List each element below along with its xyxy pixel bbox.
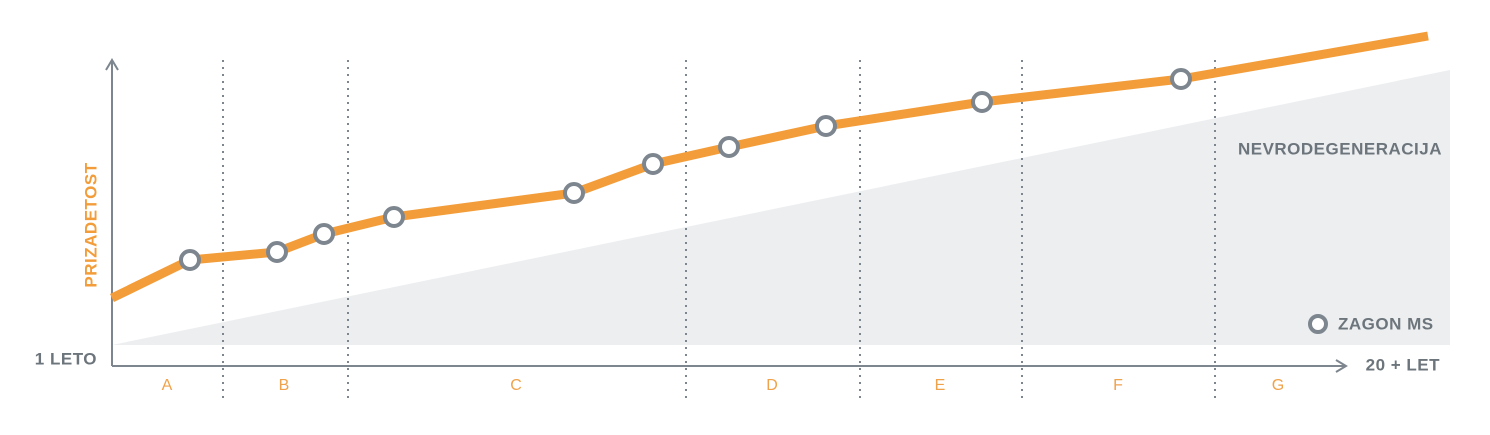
neurodegeneration-area xyxy=(112,70,1450,345)
segment-label: A xyxy=(162,377,173,394)
x-start-label: 1 LETO xyxy=(35,349,97,368)
legend-label: ZAGON MS xyxy=(1338,314,1434,333)
segment-label: E xyxy=(935,377,946,394)
disability-line xyxy=(110,31,1429,303)
segment-labels: A B C D E F G xyxy=(162,377,1285,394)
ms-onset-markers xyxy=(179,68,1192,271)
legend-marker xyxy=(1308,314,1328,334)
segment-label: B xyxy=(279,377,290,394)
axes xyxy=(105,58,1348,373)
y-axis-label: PRIZADETOST xyxy=(81,162,100,287)
segment-label: G xyxy=(1272,377,1284,394)
segment-label: D xyxy=(766,377,778,394)
segment-label: F xyxy=(1113,377,1123,394)
segment-label: C xyxy=(510,377,522,394)
area-label: NEVRODEGENERACIJA xyxy=(1238,139,1442,158)
x-end-label: 20 + LET xyxy=(1366,355,1441,374)
